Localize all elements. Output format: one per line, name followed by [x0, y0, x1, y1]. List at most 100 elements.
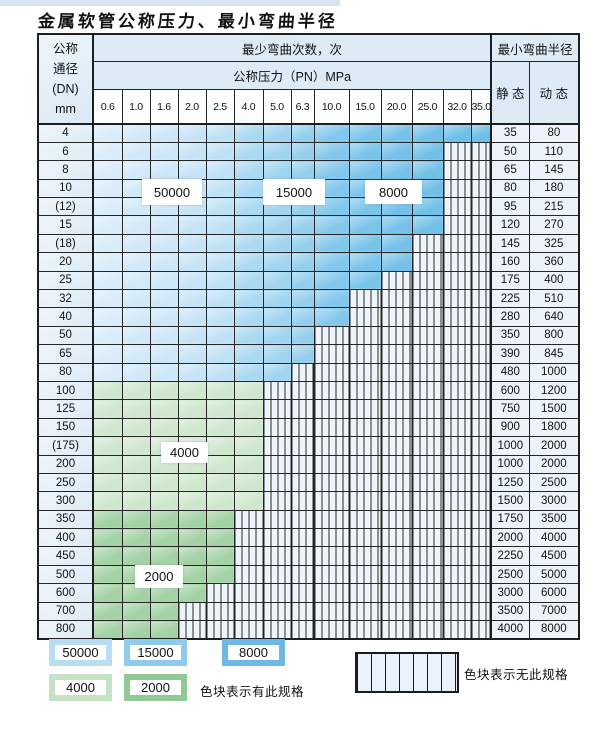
spec-cell [290, 141, 315, 162]
no-spec-cell [290, 436, 315, 456]
no-spec-cell [380, 325, 413, 346]
spec-cell [149, 620, 179, 640]
spec-cell [205, 436, 235, 456]
table-row-dn-4: 4 35 80 [37, 123, 580, 143]
no-spec-cell [262, 583, 292, 603]
dn-cell: 10 [37, 178, 94, 199]
no-spec-cell [262, 436, 292, 456]
spec-cell [290, 233, 315, 254]
spec-cell [149, 289, 179, 309]
spec-cell [177, 546, 207, 566]
spec-cell [313, 270, 350, 291]
spec-cell [149, 233, 179, 254]
no-spec-cell [380, 528, 413, 548]
spec-cell [149, 141, 179, 162]
no-spec-cell [442, 546, 472, 566]
static-value-cell: 3000 [490, 583, 530, 603]
spec-cell [411, 141, 444, 162]
pressure-col-1.0: 1.0 [121, 89, 151, 125]
cycles-label-2000: 2000 [135, 565, 183, 588]
cycles-label-15000: 15000 [263, 179, 325, 205]
spec-cell [205, 564, 235, 585]
no-spec-cell [348, 546, 382, 566]
no-spec-cell [313, 472, 350, 493]
table-row-dn-400: 400 2000 4000 [37, 528, 580, 548]
no-spec-cell [205, 620, 235, 640]
spec-cell [290, 307, 315, 327]
spec-cell [92, 141, 123, 162]
spec-cell [149, 380, 179, 401]
dynamic-value-cell: 8000 [528, 620, 580, 640]
spec-cell [348, 123, 382, 143]
spec-cell [177, 252, 207, 272]
static-value-cell: 80 [490, 178, 530, 199]
spec-cell [262, 123, 292, 143]
spec-cell [92, 270, 123, 291]
spec-cell [205, 160, 235, 180]
spec-cell [313, 141, 350, 162]
no-spec-cell [348, 528, 382, 548]
spec-cell [411, 215, 444, 235]
dn-cell: 300 [37, 491, 94, 511]
cycles-label-4000: 4000 [161, 442, 208, 463]
no-spec-cell [380, 436, 413, 456]
spec-cell [233, 362, 264, 382]
spec-cell [233, 380, 264, 401]
spec-cell [380, 215, 413, 235]
no-spec-cell [411, 454, 444, 474]
dn-cell: 200 [37, 454, 94, 474]
no-spec-cell [442, 491, 472, 511]
spec-cell [313, 123, 350, 143]
spec-cell [205, 270, 235, 291]
spec-cell [313, 233, 350, 254]
no-spec-cell [470, 620, 492, 640]
spec-cell [205, 362, 235, 382]
spec-cell [121, 436, 151, 456]
spec-cell [205, 141, 235, 162]
pressure-col-6.3: 6.3 [290, 89, 315, 125]
no-spec-cell [313, 325, 350, 346]
no-spec-cell [290, 380, 315, 401]
dynamic-value-cell: 510 [528, 289, 580, 309]
spec-cell [92, 417, 123, 438]
spec-cell [92, 289, 123, 309]
no-spec-cell [411, 509, 444, 530]
dn-cell: 125 [37, 399, 94, 419]
no-spec-cell [470, 270, 492, 291]
no-spec-cell [348, 380, 382, 401]
dynamic-value-cell: 1000 [528, 362, 580, 382]
no-spec-cell [348, 601, 382, 622]
spec-cell [121, 601, 151, 622]
dn-cell: 8 [37, 160, 94, 180]
static-value-cell: 480 [490, 362, 530, 382]
no-spec-cell [313, 380, 350, 401]
no-spec-cell [470, 472, 492, 493]
no-spec-cell [290, 583, 315, 603]
spec-cell [177, 325, 207, 346]
no-spec-cell [411, 233, 444, 254]
spec-cell [177, 417, 207, 438]
no-spec-cell [411, 307, 444, 327]
no-spec-cell [411, 472, 444, 493]
no-spec-cell [290, 528, 315, 548]
table-row-dn-25: 25 175 400 [37, 270, 580, 291]
table-row-dn-100: 100 600 1200 [37, 380, 580, 401]
no-spec-cell [233, 509, 264, 530]
no-spec-cell [262, 454, 292, 474]
spec-cell [121, 325, 151, 346]
table-row-dn-450: 450 2250 4500 [37, 546, 580, 566]
spec-cell [313, 307, 350, 327]
static-value-cell: 350 [490, 325, 530, 346]
spec-cell [233, 472, 264, 493]
spec-cell [380, 252, 413, 272]
spec-cell [380, 123, 413, 143]
no-spec-cell [348, 509, 382, 530]
no-spec-cell [313, 564, 350, 585]
no-spec-cell [470, 454, 492, 474]
no-spec-cell [290, 546, 315, 566]
spec-cell [121, 472, 151, 493]
no-spec-cell [442, 380, 472, 401]
spec-cell [149, 325, 179, 346]
no-spec-cell [470, 436, 492, 456]
dynamic-value-cell: 80 [528, 123, 580, 143]
